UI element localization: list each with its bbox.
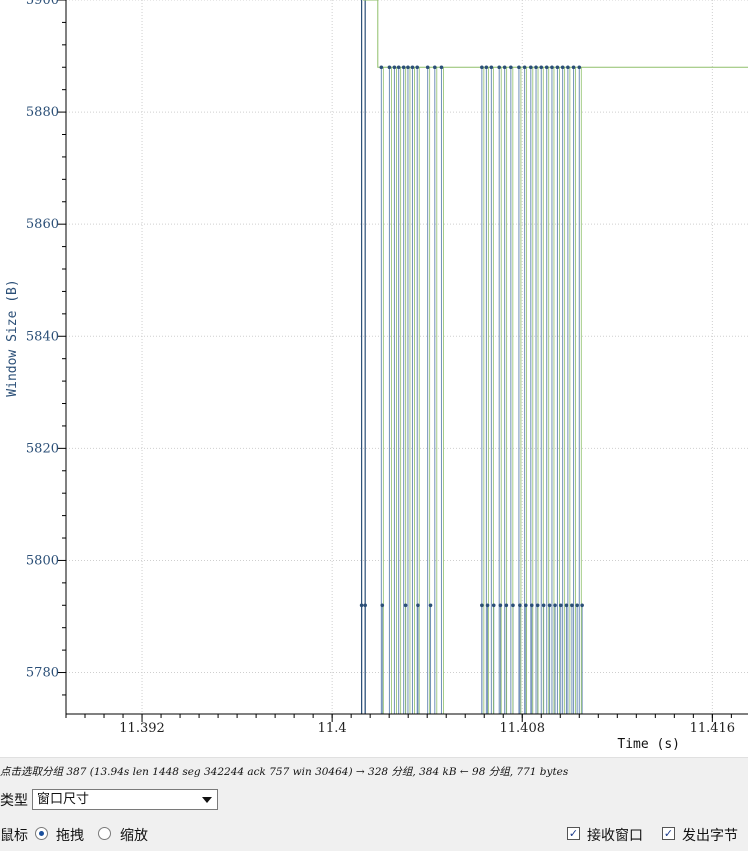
data-point (497, 65, 502, 70)
graph-type-value: 窗口尺寸 (37, 792, 90, 807)
graph-controls: 类型 窗口尺寸 鼠标 拖拽 缩放 ✓ 接收窗口 ✓ 发出字节 (0, 785, 748, 851)
data-point (480, 603, 484, 608)
data-point (560, 65, 565, 70)
window-step-path (363, 0, 748, 68)
data-point (555, 65, 560, 70)
data-point (580, 603, 584, 608)
sent-bytes-checkbox[interactable]: ✓ (662, 827, 675, 840)
data-point (575, 603, 579, 608)
data-points (359, 65, 584, 608)
data-point (577, 65, 582, 70)
data-point (517, 65, 521, 70)
received-window-line (363, 0, 748, 714)
data-point (498, 603, 503, 608)
data-point (433, 65, 437, 70)
data-point (529, 65, 533, 70)
data-point (387, 65, 392, 70)
data-point (550, 65, 554, 70)
data-point (415, 65, 420, 70)
type-label: 类型 (0, 793, 28, 809)
data-point (509, 65, 513, 70)
data-point (416, 603, 420, 608)
data-point (502, 65, 507, 70)
data-point (535, 603, 540, 608)
data-point (553, 603, 557, 608)
x-tick-label: 11.416 (690, 721, 736, 736)
drag-label[interactable]: 拖拽 (56, 828, 84, 844)
y-ticks: 5780 5800 5820 5840 5860 5880 5900 (26, 0, 66, 696)
data-point (403, 603, 408, 608)
x-axis-title: Time (s) (617, 737, 680, 752)
data-point (518, 603, 522, 608)
data-point (439, 65, 444, 70)
data-point (484, 65, 489, 70)
data-point (485, 603, 490, 608)
data-point (547, 603, 552, 608)
data-point (571, 65, 576, 70)
data-point (564, 603, 569, 608)
status-text: 点击选取分组 387 (13.94s len 1448 seg 342244 a… (0, 766, 569, 778)
y-tick-label: 5780 (26, 666, 59, 681)
recv-window-label[interactable]: 接收窗口 (587, 828, 643, 844)
data-point (392, 65, 397, 70)
data-point (491, 603, 496, 608)
x-tick-label: 11.408 (500, 721, 546, 736)
y-tick-label: 5880 (26, 105, 59, 120)
chevron-down-icon (202, 797, 212, 803)
y-tick-label: 5820 (26, 441, 59, 456)
x-ticks: 11.392 11.4 11.408 11.416 (65, 714, 736, 736)
y-tick-label: 5800 (26, 553, 59, 568)
y-tick-label: 5860 (26, 217, 59, 232)
y-tick-label: 5840 (26, 329, 59, 344)
data-point (396, 65, 401, 70)
sent-bytes-label[interactable]: 发出字节 (682, 828, 738, 844)
chart-area[interactable]: 5780 5800 5820 5840 5860 5880 5900 11.392 11.4 1… (0, 0, 748, 757)
grid (66, 0, 748, 714)
data-point (544, 65, 549, 70)
data-point (425, 65, 430, 70)
drag-radio[interactable] (35, 827, 48, 840)
axes (65, 0, 748, 715)
data-point (570, 603, 574, 608)
data-point (401, 65, 406, 70)
data-point (504, 603, 509, 608)
graph-type-select[interactable]: 窗口尺寸 (32, 789, 218, 810)
data-point (410, 65, 415, 70)
data-point (541, 603, 546, 608)
data-point (511, 603, 515, 608)
data-point (539, 65, 544, 70)
x-tick-label: 11.4 (318, 721, 347, 736)
data-point (363, 603, 367, 608)
data-point (534, 65, 538, 70)
recv-window-checkbox[interactable]: ✓ (567, 827, 580, 840)
data-point (380, 603, 385, 608)
data-point (379, 65, 384, 70)
data-point (428, 603, 433, 608)
data-point (359, 603, 364, 608)
x-tick-label: 11.392 (119, 721, 165, 736)
status-bar: 点击选取分组 387 (13.94s len 1448 seg 342244 a… (0, 757, 748, 785)
zoom-radio[interactable] (98, 827, 111, 840)
data-point (566, 65, 570, 70)
data-point (489, 65, 494, 70)
data-point (558, 603, 563, 608)
data-point (529, 603, 534, 608)
y-axis-title: Window Size (B) (5, 279, 20, 396)
data-point (480, 65, 484, 70)
zoom-label[interactable]: 缩放 (120, 828, 148, 844)
mouse-label: 鼠标 (0, 828, 28, 844)
data-point (406, 65, 410, 70)
data-point (522, 65, 527, 70)
data-point (524, 603, 528, 608)
y-tick-label: 5900 (26, 0, 59, 8)
